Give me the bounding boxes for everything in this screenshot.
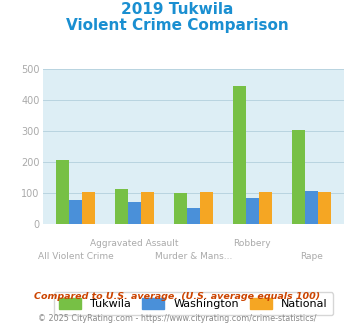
Bar	[259, 192, 272, 224]
Text: Robbery: Robbery	[234, 239, 271, 248]
Bar	[174, 193, 187, 224]
Bar	[233, 86, 246, 224]
Bar	[141, 192, 154, 224]
Bar	[187, 208, 200, 224]
Bar	[305, 191, 318, 224]
Bar	[56, 160, 69, 224]
Bar	[128, 202, 141, 224]
Text: Rape: Rape	[300, 252, 323, 261]
Bar	[246, 198, 259, 224]
Bar	[69, 200, 82, 224]
Bar	[115, 189, 128, 224]
Text: All Violent Crime: All Violent Crime	[38, 252, 114, 261]
Text: © 2025 CityRating.com - https://www.cityrating.com/crime-statistics/: © 2025 CityRating.com - https://www.city…	[38, 314, 317, 323]
Bar	[200, 192, 213, 224]
Legend: Tukwila, Washington, National: Tukwila, Washington, National	[54, 292, 333, 315]
Bar	[82, 192, 95, 224]
Text: Compared to U.S. average. (U.S. average equals 100): Compared to U.S. average. (U.S. average …	[34, 292, 321, 301]
Text: 2019 Tukwila: 2019 Tukwila	[121, 2, 234, 16]
Text: Aggravated Assault: Aggravated Assault	[91, 239, 179, 248]
Text: Violent Crime Comparison: Violent Crime Comparison	[66, 18, 289, 33]
Text: Murder & Mans...: Murder & Mans...	[155, 252, 232, 261]
Bar	[292, 130, 305, 224]
Bar	[318, 192, 331, 224]
